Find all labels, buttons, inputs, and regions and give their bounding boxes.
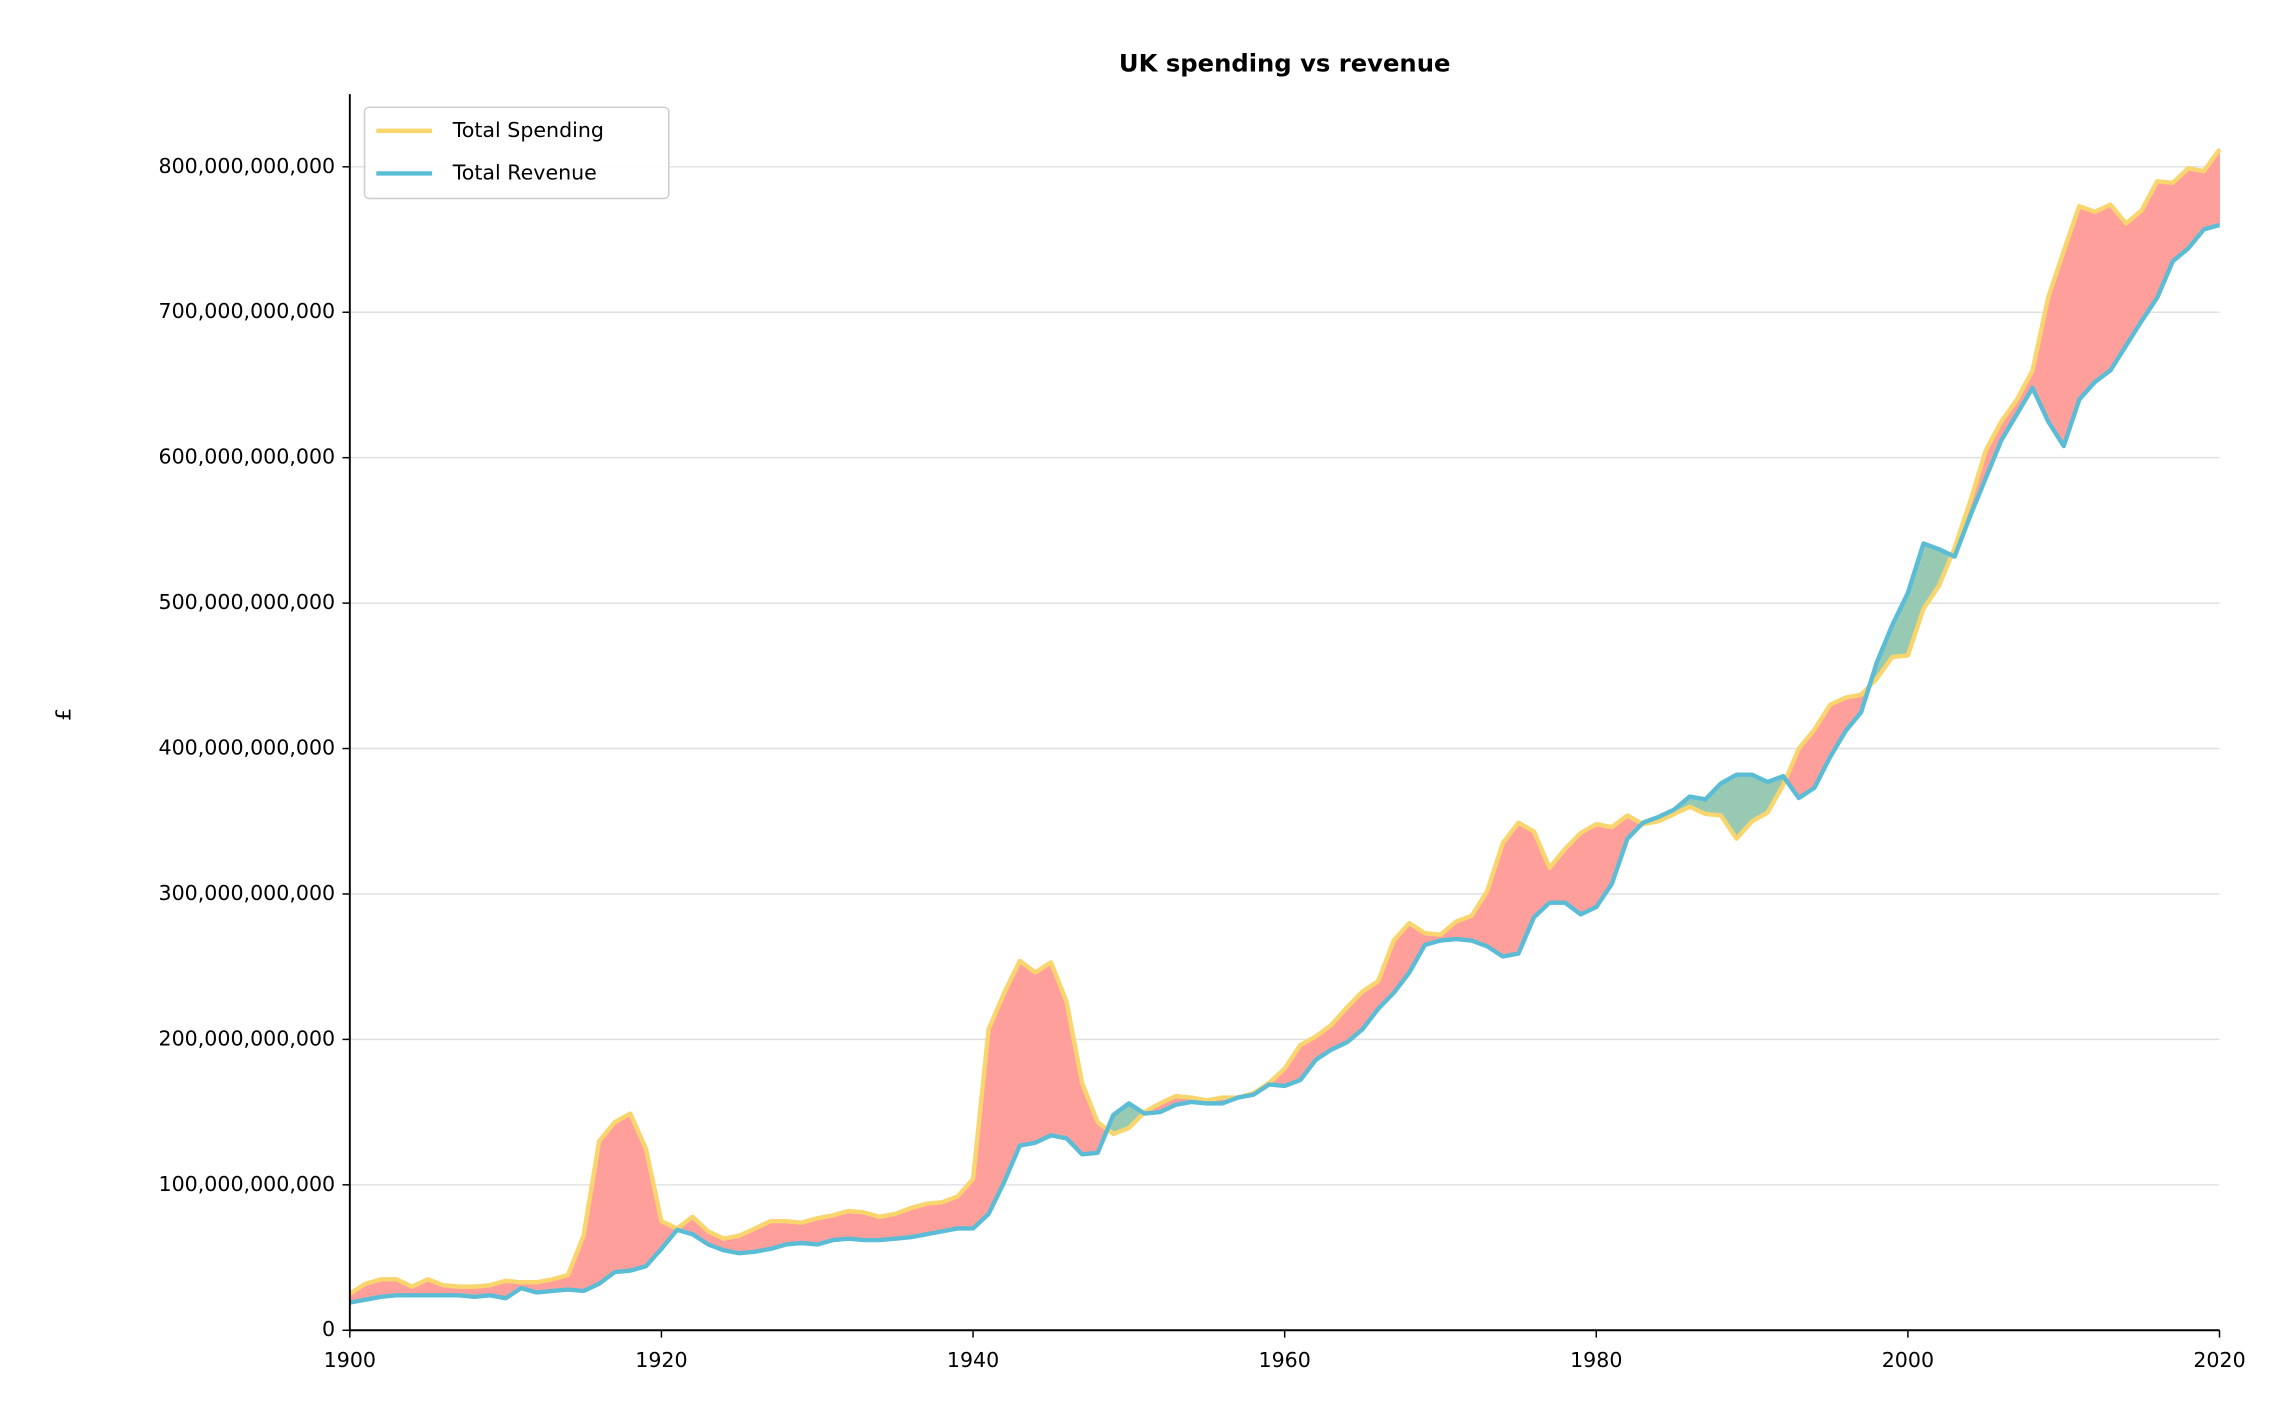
gap-area — [925, 1201, 943, 1235]
x-tick-label: 1940 — [947, 1348, 999, 1372]
gap-area — [847, 1210, 865, 1241]
gap-area — [614, 1112, 631, 1273]
y-tick-label: 200,000,000,000 — [159, 1026, 336, 1050]
gap-area — [2078, 205, 2096, 401]
x-tick-label: 1900 — [324, 1348, 376, 1372]
legend: Total Spending Total Revenue — [363, 106, 670, 200]
grid — [349, 166, 2220, 1186]
gap-area — [1034, 961, 1052, 1144]
legend-box — [363, 106, 670, 200]
y-tick-label: 700,000,000,000 — [159, 299, 336, 323]
y-tick-label: 300,000,000,000 — [159, 881, 336, 905]
x-tick-label: 1980 — [1570, 1348, 1622, 1372]
legend-label: Total Revenue — [452, 160, 597, 184]
series-line — [348, 148, 2222, 1296]
y-tick-label: 600,000,000,000 — [159, 445, 336, 469]
y-tick-label: 100,000,000,000 — [159, 1172, 336, 1196]
gap-area — [598, 1121, 616, 1285]
fills — [349, 147, 2220, 1304]
gap-area — [785, 1220, 803, 1245]
x-tick-label: 2000 — [1882, 1348, 1934, 1372]
legend-label: Total Spending — [452, 118, 604, 142]
x-tick-label: 2020 — [2193, 1348, 2245, 1372]
gap-area — [1019, 959, 1036, 1147]
y-tick-label: 0 — [322, 1317, 335, 1341]
lines — [348, 148, 2222, 1305]
gap-area — [2094, 203, 2111, 383]
gap-area — [1580, 823, 1597, 916]
y-axis-label: £ — [52, 708, 76, 721]
axes: 0 100,000,000,000 200,000,000,000 300,000,0… — [159, 94, 2246, 1372]
x-tick-label: 1960 — [1258, 1348, 1310, 1372]
gap-area — [1050, 962, 1067, 1139]
x-tick-label: 1920 — [635, 1348, 687, 1372]
y-tick-label: 400,000,000,000 — [159, 736, 336, 760]
y-tick-label: 500,000,000,000 — [159, 590, 336, 614]
gap-area — [629, 1113, 647, 1272]
chart-title: UK spending vs revenue — [1119, 49, 1450, 78]
series-line — [349, 222, 2221, 1305]
y-tick-label: 800,000,000,000 — [159, 154, 336, 178]
